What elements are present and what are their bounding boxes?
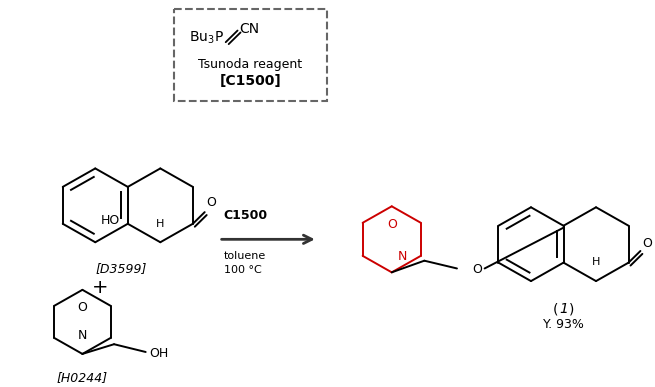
Text: O: O bbox=[643, 237, 652, 250]
Text: (: ( bbox=[553, 303, 559, 317]
Text: [C1500]: [C1500] bbox=[219, 74, 281, 88]
Text: [D3599]: [D3599] bbox=[96, 262, 147, 275]
Text: O: O bbox=[472, 263, 481, 276]
Text: 1: 1 bbox=[559, 303, 568, 317]
Text: [H0244]: [H0244] bbox=[57, 372, 108, 384]
Text: toluene: toluene bbox=[224, 251, 266, 261]
Text: 100 °C: 100 °C bbox=[224, 265, 261, 274]
Text: Bu$_3$P: Bu$_3$P bbox=[189, 30, 224, 46]
Text: ): ) bbox=[569, 303, 574, 317]
Text: N: N bbox=[398, 250, 407, 263]
Text: OH: OH bbox=[149, 348, 169, 360]
Text: H: H bbox=[592, 257, 600, 267]
Text: +: + bbox=[92, 278, 109, 297]
Text: O: O bbox=[207, 196, 217, 209]
Text: H: H bbox=[156, 219, 164, 229]
Text: Tsunoda reagent: Tsunoda reagent bbox=[198, 58, 303, 71]
Text: N: N bbox=[78, 329, 87, 342]
Text: Y. 93%: Y. 93% bbox=[543, 318, 584, 331]
Text: C1500: C1500 bbox=[224, 209, 268, 222]
Text: HO: HO bbox=[101, 214, 120, 228]
Text: CN: CN bbox=[240, 22, 259, 36]
Text: O: O bbox=[387, 218, 397, 231]
FancyBboxPatch shape bbox=[174, 9, 328, 101]
Text: O: O bbox=[77, 301, 87, 315]
